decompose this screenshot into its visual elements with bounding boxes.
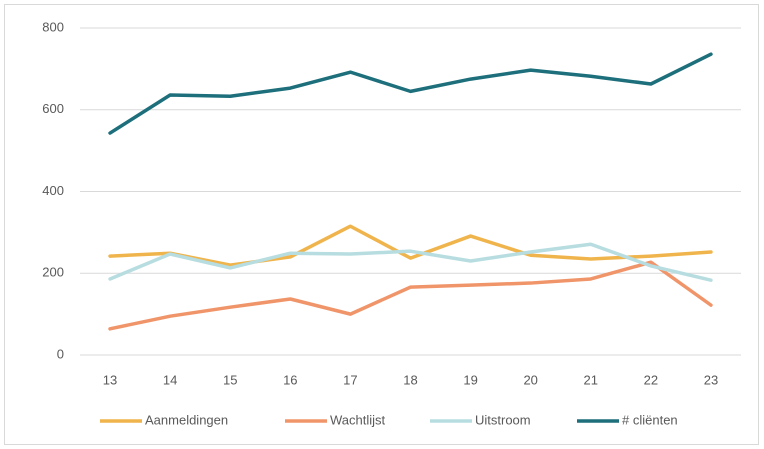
series-line	[108, 242, 713, 282]
legend-label: Aanmeldingen	[145, 412, 228, 427]
x-tick-label: 15	[223, 372, 237, 387]
y-tick-label: 800	[42, 19, 64, 34]
x-tick-label: 21	[584, 372, 598, 387]
x-tick-label: 19	[463, 372, 477, 387]
x-tick-label: 18	[403, 372, 417, 387]
x-tick-label: 17	[343, 372, 357, 387]
y-tick-label: 200	[42, 265, 64, 280]
series-line	[108, 260, 713, 331]
x-tick-label: 23	[704, 372, 718, 387]
legend-label: Uitstroom	[475, 412, 531, 427]
y-tick-label: 400	[42, 183, 64, 198]
x-tick-label: 22	[644, 372, 658, 387]
series-line	[108, 52, 713, 135]
x-tick-label: 14	[163, 372, 177, 387]
x-tick-label: 16	[283, 372, 297, 387]
legend-label: Wachtlijst	[330, 412, 386, 427]
legend-label: # cliënten	[622, 412, 678, 427]
y-tick-label: 0	[57, 346, 64, 361]
x-tick-label: 13	[103, 372, 117, 387]
chart-frame	[4, 4, 759, 445]
series-line	[108, 224, 713, 267]
x-tick-label: 20	[523, 372, 537, 387]
y-tick-label: 600	[42, 101, 64, 116]
